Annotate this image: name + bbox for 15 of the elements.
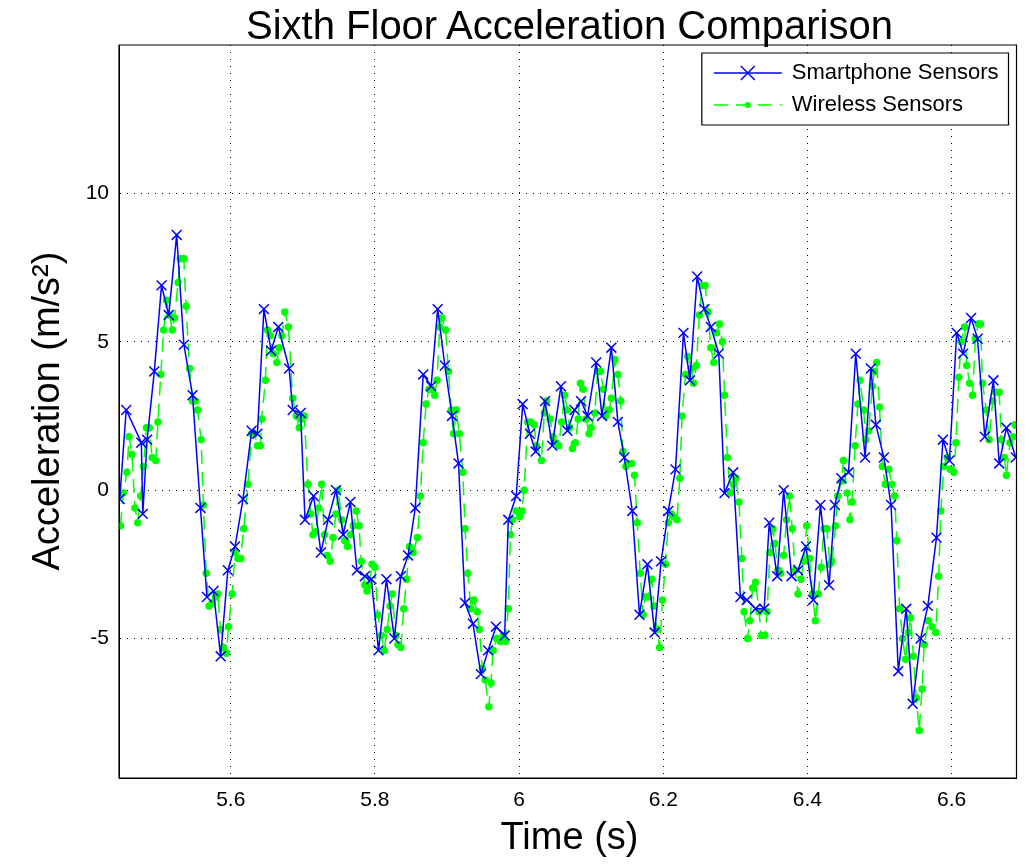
y-axis-title: Acceleration (m/s²) xyxy=(24,251,68,571)
x-tick-label: 5.6 xyxy=(216,787,246,811)
y-tick-label: -5 xyxy=(90,625,109,649)
y-tick-label: 0 xyxy=(97,476,109,500)
legend-label: Wireless Sensors xyxy=(791,91,963,117)
y-tick-label: 5 xyxy=(97,328,109,352)
x-tick-label: 5.8 xyxy=(360,787,390,811)
x-axis-title: Time (s) xyxy=(499,815,640,858)
x-tick-label: 6.4 xyxy=(792,787,823,811)
x-tick-label: 6 xyxy=(513,787,525,811)
x-tick-label: 6.2 xyxy=(648,787,678,811)
x-tick-label: 6.6 xyxy=(937,787,967,811)
legend-label: Smartphone Sensors xyxy=(791,59,999,85)
chart-title: Sixth Floor Acceleration Comparison xyxy=(245,2,894,49)
y-tick-label: 10 xyxy=(85,180,109,204)
